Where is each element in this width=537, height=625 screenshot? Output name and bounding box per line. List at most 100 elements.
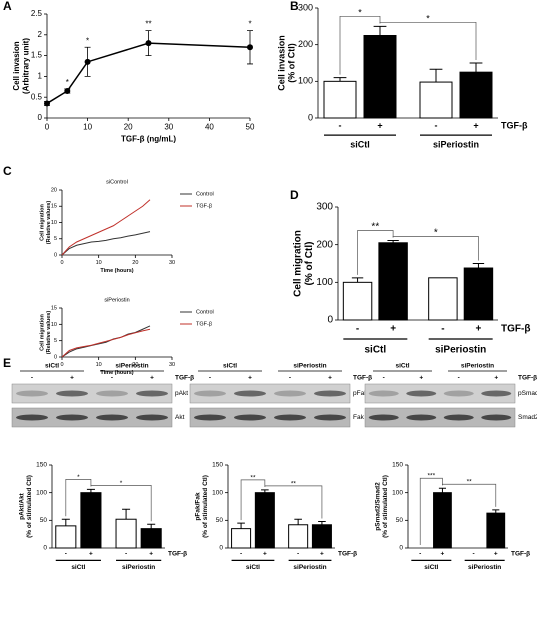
- x-tick-label: 30: [164, 123, 173, 132]
- error-bar: [351, 277, 364, 283]
- blot-band: [96, 390, 128, 397]
- x-tick-label: 0: [45, 123, 50, 132]
- x-tick-label: -: [356, 324, 359, 335]
- y-tick-label: 100: [36, 489, 47, 496]
- legend-label: Control: [196, 309, 214, 315]
- x-tick-label: +: [441, 551, 445, 558]
- blot-band: [234, 390, 266, 397]
- y-axis-label: (% of Ctl): [287, 43, 297, 83]
- y-tick-label: 50: [216, 517, 224, 524]
- x-tick-label: 20: [132, 260, 138, 266]
- blot-band: [274, 390, 306, 397]
- bar: [311, 524, 332, 549]
- blot-group-label: siCtl: [45, 363, 59, 370]
- group-label: siPeriostin: [433, 139, 479, 149]
- blot-band: [274, 414, 306, 421]
- blot-band-label: pAkt: [175, 390, 188, 397]
- x-tick-label: +: [320, 551, 324, 558]
- y-tick-label: 0: [327, 315, 333, 326]
- data-line: [61, 231, 151, 256]
- significance-bracket: [65, 478, 92, 517]
- group-label: siPeriostin: [468, 564, 501, 571]
- y-axis-label: (% of stimulated Ctl): [26, 475, 33, 538]
- blot-band-label: pSmad2: [518, 390, 537, 397]
- significance: *: [248, 20, 251, 29]
- y-tick-label: 0: [43, 545, 47, 552]
- group-label: siCtl: [246, 564, 260, 571]
- group-label: siPeriostin: [122, 564, 155, 571]
- error-bar: [122, 508, 131, 520]
- group-label: siCtl: [424, 564, 438, 571]
- bar: [254, 492, 275, 549]
- y-tick-label: 0: [38, 113, 43, 122]
- blot-treatment: -: [111, 375, 113, 382]
- x-tick-label: -: [472, 551, 474, 558]
- error-bar: [438, 487, 446, 493]
- error-bar: [333, 77, 347, 82]
- blot-group-label: siPeriostin: [115, 363, 148, 370]
- error-bar: [387, 240, 399, 243]
- significance-bracket: [379, 21, 477, 60]
- x-tick-label: 10: [96, 362, 102, 368]
- y-tick-label: 0: [399, 545, 403, 552]
- bar: [288, 524, 309, 549]
- blot-group-label: siPeriostin: [461, 363, 494, 370]
- blot-band: [406, 414, 437, 421]
- y-tick-label: 0.5: [31, 92, 43, 101]
- panel-label: A: [3, 0, 12, 13]
- y-tick-label: 5: [54, 338, 57, 344]
- x-tick-label: 10: [96, 260, 102, 266]
- error-bar: [373, 25, 387, 36]
- blot-treatment: -: [31, 375, 33, 382]
- error-bar: [492, 509, 500, 514]
- blot-band-label: pFak: [353, 390, 368, 397]
- x-tick-label: +: [377, 120, 382, 130]
- bar: [378, 242, 408, 321]
- x-tick-label: 50: [246, 123, 255, 132]
- significance: **: [371, 222, 379, 233]
- significance: **: [467, 479, 473, 486]
- y-axis-label: (Relative values): [46, 201, 52, 245]
- error-bar: [261, 489, 269, 493]
- blot-band: [443, 390, 474, 397]
- error-bar: [147, 523, 156, 529]
- x-tick-label: +: [89, 551, 93, 558]
- y-axis-label: Cell migration: [39, 314, 45, 351]
- panel-label: C: [3, 164, 12, 178]
- error-bar: [294, 518, 302, 525]
- panel-label: D: [290, 188, 299, 202]
- x-tick-label: -: [339, 120, 342, 130]
- y-tick-label: 5: [54, 236, 57, 242]
- y-tick-label: 100: [316, 277, 333, 288]
- y-tick-label: 10: [51, 322, 57, 328]
- bar: [55, 525, 77, 549]
- x-tick-label: -: [297, 551, 299, 558]
- blot-image: [364, 407, 516, 428]
- y-tick-label: 10: [51, 220, 57, 226]
- y-tick-label: 50: [396, 517, 404, 524]
- group-label: siPeriostin: [435, 345, 486, 356]
- treatment-label: TGF-β: [168, 551, 187, 558]
- blot-treatment: +: [419, 375, 423, 382]
- significance: **: [145, 20, 151, 29]
- data-point: [64, 87, 71, 94]
- blot-group-label: siCtl: [395, 363, 409, 370]
- bar: [459, 71, 493, 119]
- y-tick-label: 150: [212, 462, 223, 469]
- x-tick-label: 30: [169, 260, 175, 266]
- x-axis-label: Time (hours): [100, 370, 133, 376]
- y-tick-label: 2: [38, 30, 43, 39]
- blot-band: [136, 390, 168, 397]
- blot-image: [11, 383, 173, 404]
- blot-band: [314, 390, 346, 397]
- x-tick-label: -: [419, 551, 421, 558]
- blot-image: [364, 383, 516, 404]
- bar: [486, 512, 506, 549]
- y-tick-label: 1.5: [31, 51, 43, 60]
- blot-band: [368, 390, 399, 397]
- y-tick-label: 100: [298, 76, 313, 86]
- data-line: [61, 328, 151, 358]
- blot-band: [406, 390, 437, 397]
- bar: [428, 277, 458, 321]
- bar: [323, 80, 357, 119]
